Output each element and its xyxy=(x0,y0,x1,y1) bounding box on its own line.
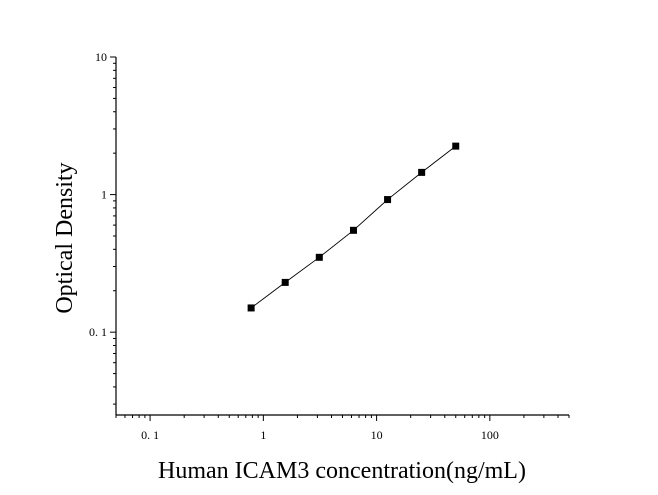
y-tick-label: 10 xyxy=(95,50,107,64)
x-tick-label: 1 xyxy=(260,428,266,442)
y-tick-label: 1 xyxy=(101,188,107,202)
x-tick-label: 10 xyxy=(371,428,383,442)
plot-axes: 0. 1 1 10 100 0. 1 1 10 xyxy=(89,50,570,442)
x-tick-label: 100 xyxy=(481,428,499,442)
y-axis-title: Optical Density xyxy=(52,162,78,313)
y-tick-label: 0. 1 xyxy=(89,325,107,339)
x-axis-title: Human ICAM3 concentration(ng/mL) xyxy=(158,458,526,484)
data-point xyxy=(418,168,426,176)
plot-marks xyxy=(247,142,460,312)
data-point xyxy=(315,253,323,261)
x-tick-label: 0. 1 xyxy=(141,428,159,442)
data-point xyxy=(247,304,255,312)
data-point xyxy=(281,278,289,286)
data-point xyxy=(349,226,357,234)
data-point xyxy=(452,142,460,150)
data-point xyxy=(384,196,392,204)
